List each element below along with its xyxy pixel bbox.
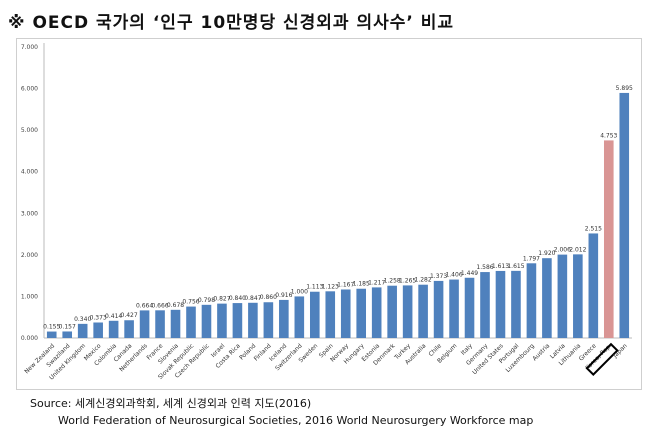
y-tick-label: 0.000 bbox=[21, 335, 38, 342]
x-tick-label: Japan bbox=[611, 342, 629, 360]
bar bbox=[542, 258, 552, 338]
bar bbox=[418, 284, 428, 338]
bar bbox=[139, 310, 150, 338]
bar bbox=[402, 285, 413, 338]
bar bbox=[46, 331, 57, 338]
data-label: 1.000 bbox=[291, 288, 308, 295]
chart-frame bbox=[16, 38, 642, 390]
bar bbox=[603, 140, 614, 338]
y-tick-label: 6.000 bbox=[21, 86, 38, 93]
bar bbox=[77, 323, 88, 338]
data-label: 0.414 bbox=[105, 313, 122, 320]
y-tick-label: 5.000 bbox=[21, 127, 38, 134]
data-label: 4.753 bbox=[600, 132, 617, 139]
data-label: 1.406 bbox=[445, 272, 462, 279]
bar bbox=[526, 263, 537, 338]
data-label: 0.798 bbox=[198, 297, 215, 304]
bar bbox=[217, 303, 227, 338]
data-label: 1.265 bbox=[399, 277, 416, 284]
data-label: 0.155 bbox=[43, 324, 60, 331]
bar bbox=[557, 254, 568, 338]
highlight-box bbox=[585, 342, 619, 376]
bar bbox=[294, 296, 305, 338]
x-tick-label: Austria bbox=[531, 342, 551, 362]
data-label: 0.827 bbox=[213, 296, 230, 303]
data-label: 0.664 bbox=[136, 302, 153, 309]
data-label: 0.340 bbox=[74, 316, 91, 323]
data-label: 1.797 bbox=[523, 255, 540, 262]
bar bbox=[279, 299, 289, 338]
bar bbox=[495, 270, 506, 338]
data-label: 1.613 bbox=[492, 263, 509, 270]
data-label: 2.012 bbox=[569, 246, 586, 253]
data-label: 0.916 bbox=[275, 292, 292, 299]
y-tick-label: 3.000 bbox=[21, 210, 38, 217]
source-line-2: World Federation of Neurosurgical Societ… bbox=[58, 414, 534, 427]
data-label: 2.006 bbox=[554, 247, 571, 254]
data-label: 1.258 bbox=[384, 278, 401, 285]
bar bbox=[170, 309, 181, 338]
data-label: 1.449 bbox=[461, 270, 478, 277]
data-label: 0.678 bbox=[167, 302, 184, 309]
data-label: 0.860 bbox=[260, 294, 277, 301]
data-label: 1.282 bbox=[415, 277, 432, 284]
data-label: 2.515 bbox=[585, 225, 602, 232]
bar bbox=[108, 320, 119, 338]
bar bbox=[186, 306, 196, 338]
data-label: 1.920 bbox=[538, 250, 555, 257]
data-label: 1.113 bbox=[306, 284, 323, 291]
bar bbox=[387, 285, 397, 338]
bar bbox=[619, 92, 630, 338]
data-label: 0.427 bbox=[121, 312, 138, 319]
source-line-1: Source: 세계신경외과학회, 세계 신경외과 인력 지도(2016) bbox=[30, 397, 312, 410]
bar bbox=[325, 291, 336, 338]
bar bbox=[248, 302, 258, 338]
data-label: 0.847 bbox=[244, 295, 261, 302]
bar bbox=[155, 310, 165, 338]
bar bbox=[449, 279, 459, 338]
data-label: 0.666 bbox=[151, 302, 168, 309]
bar bbox=[511, 270, 521, 338]
data-label: 1.185 bbox=[353, 281, 370, 288]
bar bbox=[263, 302, 274, 338]
bar bbox=[464, 277, 475, 338]
bar bbox=[480, 272, 490, 338]
bar bbox=[232, 303, 243, 338]
bar bbox=[433, 280, 444, 338]
bar bbox=[371, 287, 382, 338]
bar bbox=[201, 304, 212, 338]
bar bbox=[124, 320, 134, 338]
bar bbox=[309, 291, 320, 338]
data-label: 1.586 bbox=[476, 264, 493, 271]
bar bbox=[340, 289, 351, 338]
data-label: 1.123 bbox=[322, 283, 339, 290]
y-tick-label: 4.000 bbox=[21, 169, 38, 176]
data-label: 1.217 bbox=[368, 279, 385, 286]
data-label: 0.373 bbox=[90, 314, 107, 321]
y-tick-label: 7.000 bbox=[21, 44, 38, 51]
y-tick-label: 2.000 bbox=[21, 252, 38, 259]
bar bbox=[62, 331, 73, 338]
data-label: 1.373 bbox=[430, 273, 447, 280]
y-tick-label: 1.000 bbox=[21, 293, 38, 300]
data-label: 0.840 bbox=[229, 295, 246, 302]
bar bbox=[588, 233, 599, 338]
data-label: 1.615 bbox=[507, 263, 524, 270]
data-label: 0.756 bbox=[182, 299, 199, 306]
bar bbox=[573, 254, 583, 338]
data-label: 1.167 bbox=[337, 281, 354, 288]
page-title: ※ OECD 국가의 ‘인구 10만명당 신경외과 의사수’ 비교 bbox=[8, 13, 455, 33]
data-label: 0.157 bbox=[59, 323, 76, 330]
data-label: 5.895 bbox=[616, 85, 633, 92]
bar bbox=[356, 288, 367, 338]
bar bbox=[93, 322, 103, 338]
